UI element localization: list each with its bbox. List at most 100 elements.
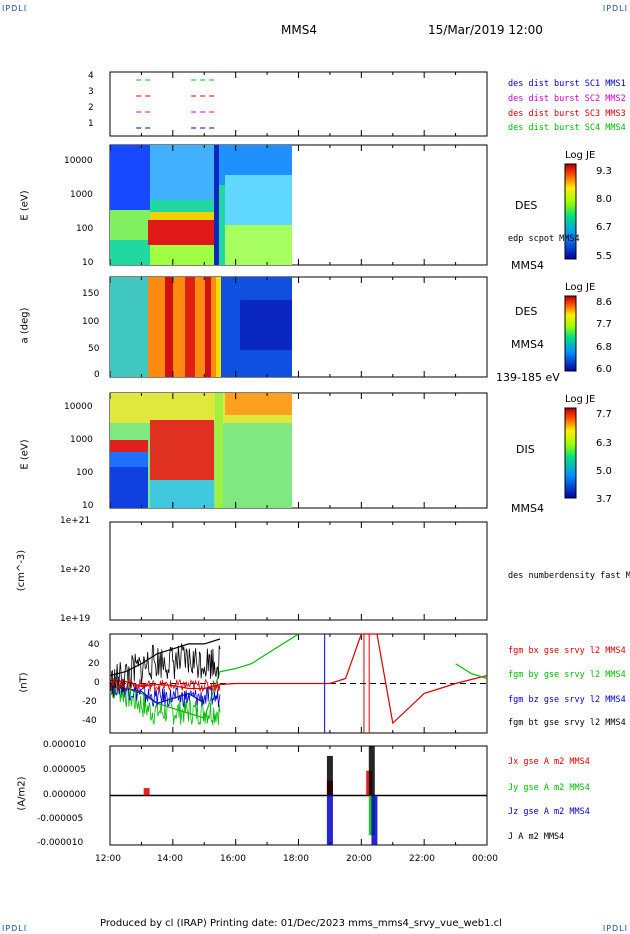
current-legend-j: J A m2 MMS4 bbox=[508, 832, 565, 842]
corner-label-br: IPDLI bbox=[602, 924, 628, 933]
des-energy-cb-tick-1: 8.0 bbox=[596, 194, 612, 205]
burst-ytick-1: 1 bbox=[88, 119, 94, 129]
current-ylabel: (A/m2) bbox=[16, 776, 28, 811]
burst-legend-mms4: des dist burst SC4 MMS4 bbox=[508, 123, 626, 133]
current-burst-bar bbox=[143, 788, 150, 796]
des-pitch-cb-tick-3: 6.0 bbox=[596, 364, 612, 375]
bfield-ytick-40: 40 bbox=[88, 640, 100, 650]
burst-ytick-2: 2 bbox=[88, 103, 94, 113]
current-legend-jz: Jz gse A m2 MMS4 bbox=[508, 807, 590, 817]
current-burst-bar bbox=[368, 746, 375, 796]
dis-energy-instrument: DIS bbox=[516, 443, 535, 456]
colorbar-des-energy bbox=[564, 163, 577, 260]
bfield-ytick-m40: -40 bbox=[82, 716, 97, 726]
colorbar-des-pitch bbox=[564, 295, 577, 372]
dis-energy-ylabel: E (eV) bbox=[19, 439, 31, 470]
des-energy-spacecraft: MMS4 bbox=[511, 259, 544, 272]
des-pitch-cb-tick-0: 8.6 bbox=[596, 297, 612, 308]
xtick-label-1: 14:00 bbox=[157, 854, 183, 864]
des-energy-cb-tick-0: 9.3 bbox=[596, 166, 612, 177]
current-burst-bar bbox=[326, 755, 333, 796]
corner-label-bl: IPDLI bbox=[2, 924, 28, 933]
density-panel bbox=[109, 521, 488, 621]
bfield-legend-bt: fgm bt gse srvy l2 MMS4 bbox=[508, 718, 626, 728]
current-legend-jy: Jy gse A m2 MMS4 bbox=[508, 783, 590, 793]
burst-panel bbox=[109, 71, 488, 137]
des-energy-ytick-100: 100 bbox=[76, 224, 94, 234]
des-pitch-cb-title: Log JE bbox=[565, 282, 596, 293]
dis-energy-cb-tick-3: 3.7 bbox=[596, 494, 612, 505]
current-burst-bar bbox=[371, 795, 378, 845]
des-pitch-ytick-100: 100 bbox=[82, 317, 100, 327]
current-ytick-0: 0.000010 bbox=[43, 740, 86, 750]
dis-energy-cb-title: Log JE bbox=[565, 394, 596, 405]
des-pitch-ytick-50: 50 bbox=[88, 344, 100, 354]
des-pitch-ytick-0: 0 bbox=[94, 370, 100, 380]
bfield-legend-bx: fgm bx gse srvy l2 MMS4 bbox=[508, 646, 626, 656]
bfield-noise-trace bbox=[109, 678, 221, 693]
dis-energy-cb-tick-2: 5.0 bbox=[596, 466, 612, 477]
des-pitch-energy-range: 139-185 eV bbox=[496, 371, 560, 384]
des-energy-ytick-1000: 1000 bbox=[70, 190, 93, 200]
bfield-noise-trace bbox=[109, 642, 221, 699]
burst-legend-mms2: des dist burst SC2 MMS2 bbox=[508, 94, 626, 104]
xtick-label-5: 22:00 bbox=[409, 854, 435, 864]
des-pitch-cb-tick-1: 7.7 bbox=[596, 319, 612, 330]
burst-legend-mms3: des dist burst SC3 MMS3 bbox=[508, 109, 626, 119]
bfield-ytick-0: 0 bbox=[94, 678, 100, 688]
current-ytick-1: 0.000005 bbox=[43, 765, 86, 775]
des-energy-ytick-10: 10 bbox=[82, 258, 94, 268]
current-ytick-4: -0.000010 bbox=[37, 838, 84, 848]
des-energy-instrument: DES bbox=[515, 199, 538, 212]
footer-credit: Produced by cl (IRAP) Printing date: 01/… bbox=[100, 918, 502, 929]
xtick-label-6: 00:00 bbox=[472, 854, 498, 864]
dis-energy-ytick-100: 100 bbox=[76, 468, 94, 478]
corner-label-tl: IPDLI bbox=[2, 4, 28, 13]
current-ytick-3: -0.000005 bbox=[37, 814, 84, 824]
density-legend: des numberdensity fast M bbox=[508, 571, 630, 581]
bfield-ylabel: (nT) bbox=[18, 672, 30, 693]
des-pitch-spacecraft: MMS4 bbox=[511, 338, 544, 351]
des-pitch-ylabel: a (deg) bbox=[19, 307, 31, 344]
bfield-legend-by: fgm by gse srvy l2 MMS4 bbox=[508, 670, 626, 680]
dis-energy-cb-tick-0: 7.7 bbox=[596, 409, 612, 420]
des-pitch-cb-tick-2: 6.8 bbox=[596, 342, 612, 353]
dis-energy-panel bbox=[109, 392, 488, 509]
burst-ytick-3: 3 bbox=[88, 87, 94, 97]
xtick-label-4: 20:00 bbox=[346, 854, 372, 864]
bfield-noise-trace bbox=[109, 675, 221, 708]
dis-energy-ytick-10: 10 bbox=[82, 501, 94, 511]
density-ytick-1e20: 1e+20 bbox=[60, 565, 91, 575]
burst-ytick-4: 4 bbox=[88, 71, 94, 81]
xtick-label-3: 18:00 bbox=[283, 854, 309, 864]
xtick-label-2: 16:00 bbox=[220, 854, 246, 864]
des-energy-cb-tick-3: 5.5 bbox=[596, 251, 612, 262]
density-ytick-1e19: 1e+19 bbox=[60, 614, 91, 624]
dis-energy-ytick-10000: 10000 bbox=[64, 402, 93, 412]
density-ylabel: (cm^-3) bbox=[16, 549, 28, 592]
des-energy-ytick-10000: 10000 bbox=[64, 156, 93, 166]
des-pitch-ytick-150: 150 bbox=[82, 289, 100, 299]
datetime-title: 15/Mar/2019 12:00 bbox=[428, 23, 543, 37]
dis-energy-cb-tick-1: 6.3 bbox=[596, 438, 612, 449]
des-pitch-panel bbox=[109, 276, 488, 378]
xtick-label-0: 12:00 bbox=[95, 854, 121, 864]
current-legend-jx: Jx gse A m2 MMS4 bbox=[508, 757, 590, 767]
bfield-ytick-20: 20 bbox=[88, 659, 100, 669]
des-energy-panel bbox=[109, 144, 488, 266]
current-burst-bar bbox=[326, 795, 333, 845]
burst-legend-mms1: des dist burst SC1 MMS1 bbox=[508, 79, 626, 89]
spacecraft-title: MMS4 bbox=[281, 23, 317, 37]
bfield-legend-bz: fgm bz gse srvy l2 MMS4 bbox=[508, 695, 626, 705]
bfield-ytick-m20: -20 bbox=[82, 697, 97, 707]
des-energy-scpot-label: edp scpot MMS4 bbox=[508, 234, 580, 244]
des-energy-ylabel: E (eV) bbox=[19, 190, 31, 221]
corner-label-tr: IPDLI bbox=[602, 4, 628, 13]
colorbar-dis-energy bbox=[564, 407, 577, 499]
density-ytick-1e21: 1e+21 bbox=[60, 516, 91, 526]
des-energy-cb-title: Log JE bbox=[565, 150, 596, 161]
current-ytick-2: 0.000000 bbox=[43, 790, 86, 800]
dis-energy-ytick-1000: 1000 bbox=[70, 435, 93, 445]
des-pitch-instrument: DES bbox=[515, 305, 538, 318]
